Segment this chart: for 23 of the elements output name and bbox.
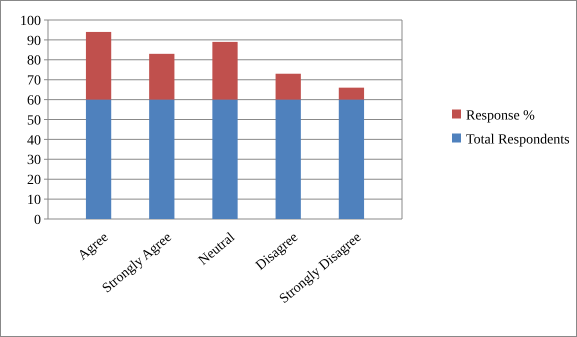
y-tick-label: 60	[27, 94, 41, 108]
y-tick-label: 50	[27, 113, 41, 128]
y-tick-label: 30	[27, 153, 41, 168]
y-tick-label: 40	[27, 133, 41, 148]
y-tick-label: 100	[20, 14, 41, 29]
bar	[212, 42, 238, 100]
legend-label: Total Respondents	[466, 132, 570, 148]
bar	[338, 88, 364, 100]
bar	[276, 74, 301, 100]
y-tick-label: 70	[27, 74, 41, 89]
bar	[86, 100, 112, 219]
bar	[338, 100, 364, 219]
bar	[149, 54, 174, 100]
y-tick-label: 90	[27, 34, 41, 49]
y-tick-label: 10	[27, 193, 41, 208]
legend-label: Response %	[466, 108, 536, 124]
bar	[212, 100, 238, 219]
y-tick-label: 80	[27, 54, 41, 69]
bar	[86, 32, 112, 100]
y-tick-label: 0	[34, 212, 41, 228]
bar	[149, 100, 174, 219]
bar	[276, 100, 301, 219]
y-tick-label: 20	[27, 173, 41, 188]
